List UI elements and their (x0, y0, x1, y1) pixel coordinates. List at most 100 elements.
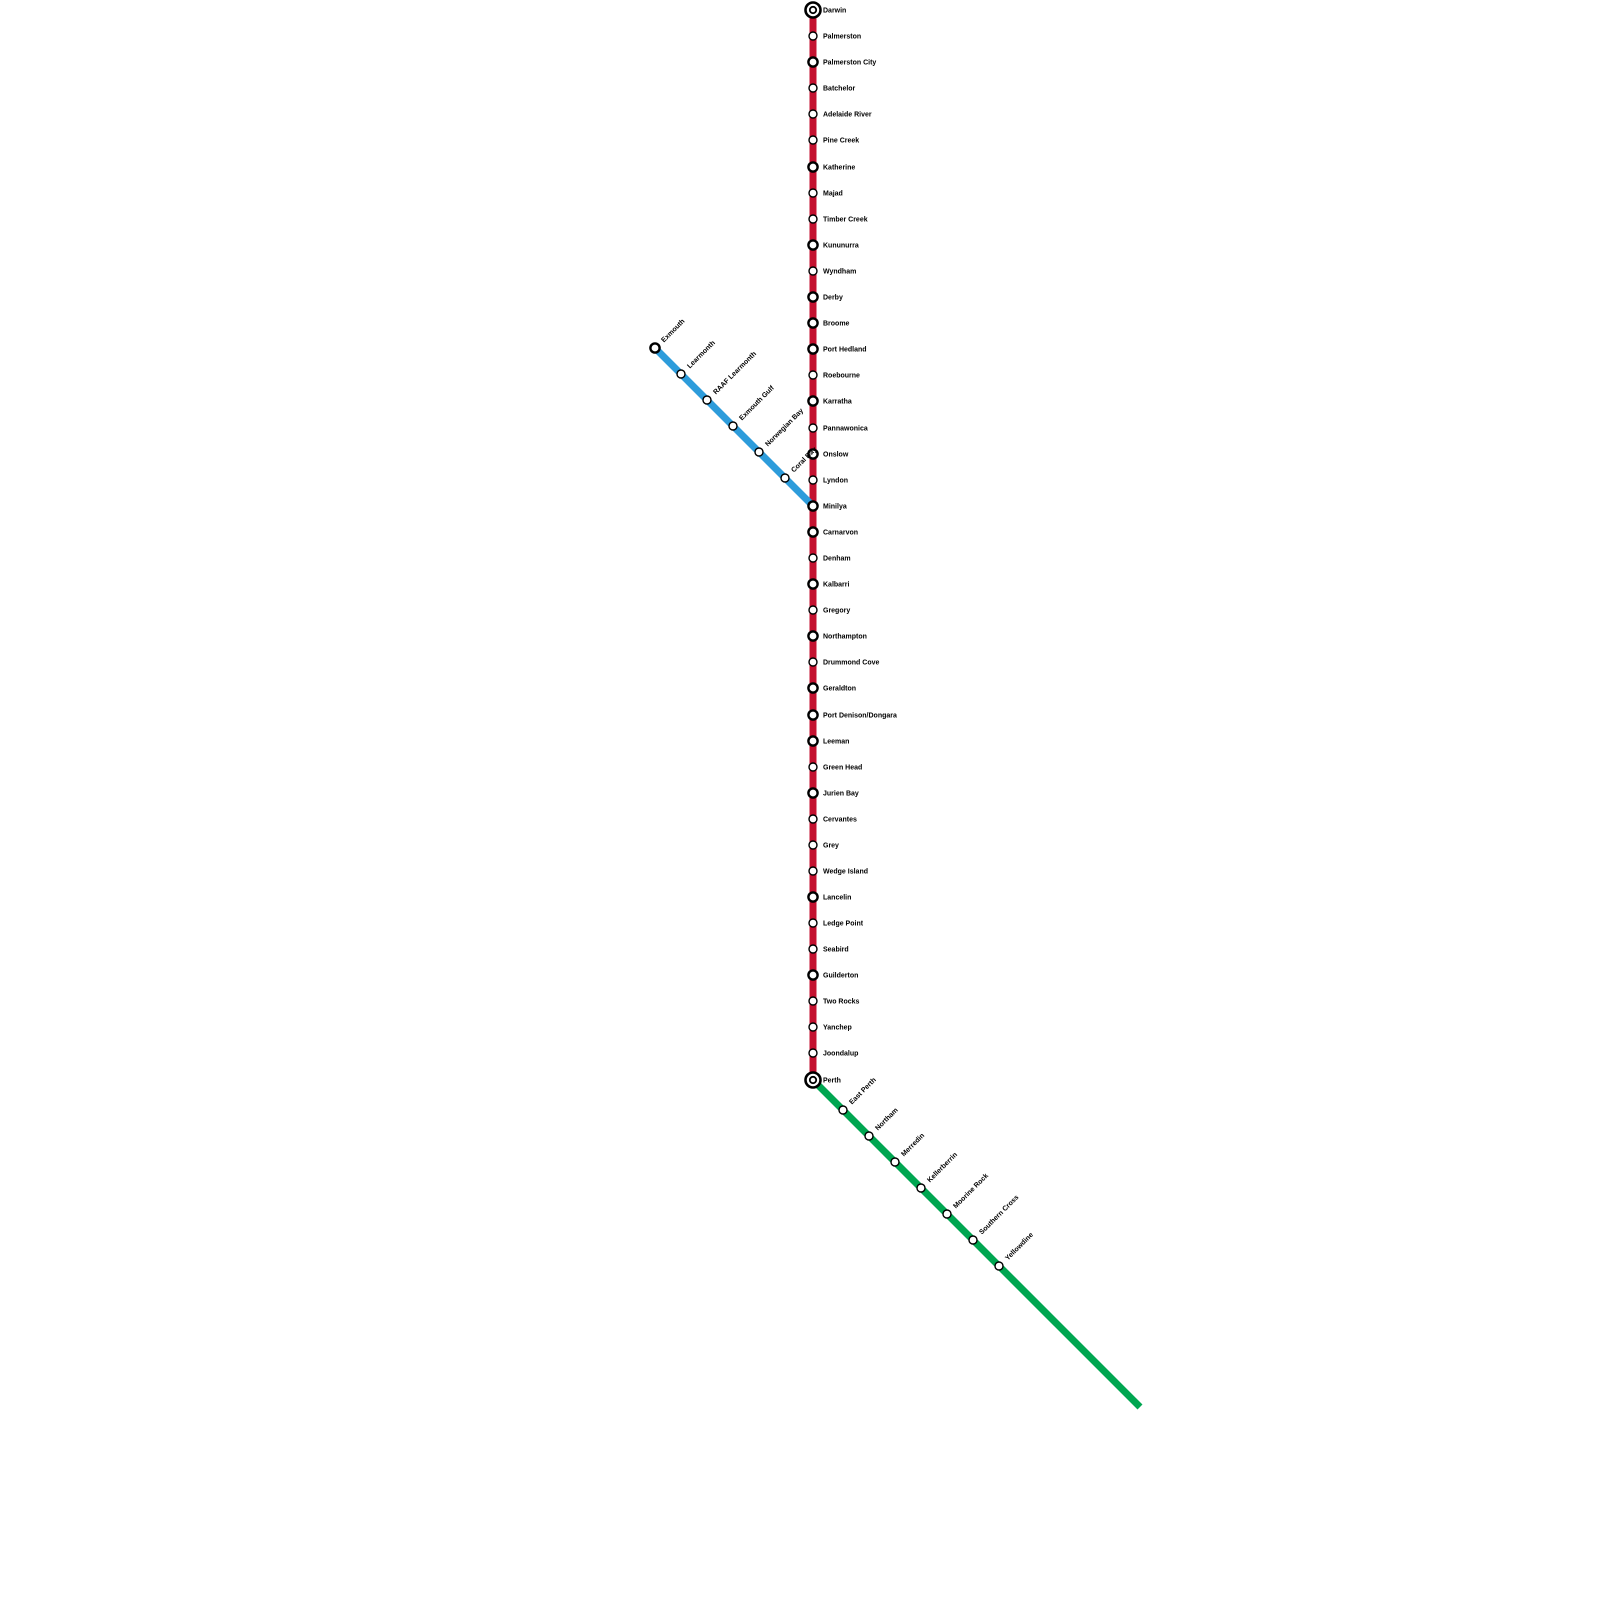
station-minilya[interactable]: Minilya (807, 500, 847, 512)
station-palmerston[interactable]: Palmerston (808, 31, 861, 41)
major-station-icon[interactable] (807, 526, 819, 538)
station-timber-creek[interactable]: Timber Creek (808, 214, 868, 224)
station-batchelor[interactable]: Batchelor (808, 83, 856, 93)
station-drummond-cove[interactable]: Drummond Cove (808, 657, 880, 667)
major-station-icon[interactable] (807, 787, 819, 799)
station-seabird[interactable]: Seabird (808, 944, 849, 954)
station-exmouth-gulf[interactable]: Exmouth Gulf (728, 384, 776, 431)
station-gregory[interactable]: Gregory (808, 605, 850, 615)
station-icon[interactable] (864, 1131, 874, 1141)
station-joondalup[interactable]: Joondalup (808, 1048, 858, 1058)
major-station-icon[interactable] (807, 239, 819, 251)
station-icon[interactable] (916, 1183, 926, 1193)
station-northampton[interactable]: Northampton (807, 630, 867, 642)
station-icon[interactable] (994, 1261, 1004, 1271)
station-moorine-rock[interactable]: Moorine Rock (942, 1172, 990, 1219)
major-station-icon[interactable] (807, 891, 819, 903)
station-icon[interactable] (890, 1157, 900, 1167)
major-station-icon[interactable] (807, 630, 819, 642)
station-grey[interactable]: Grey (808, 840, 839, 850)
station-lancelin[interactable]: Lancelin (807, 891, 851, 903)
station-kalbarri[interactable]: Kalbarri (807, 578, 850, 590)
station-southern-cross[interactable]: Southern Cross (968, 1194, 1021, 1245)
station-icon[interactable] (808, 944, 818, 954)
station-icon[interactable] (808, 996, 818, 1006)
station-port-hedland[interactable]: Port Hedland (807, 343, 867, 355)
station-icon[interactable] (968, 1235, 978, 1245)
station-carnarvon[interactable]: Carnarvon (807, 526, 858, 538)
major-station-icon[interactable] (807, 500, 819, 512)
station-icon[interactable] (808, 475, 818, 485)
station-derby[interactable]: Derby (807, 291, 843, 303)
station-icon[interactable] (808, 840, 818, 850)
station-yanchep[interactable]: Yanchep (808, 1022, 852, 1032)
station-karratha[interactable]: Karratha (807, 395, 852, 407)
major-station-icon[interactable] (807, 291, 819, 303)
major-station-icon[interactable] (807, 56, 819, 68)
station-icon[interactable] (942, 1209, 952, 1219)
station-northam[interactable]: Northam (864, 1107, 900, 1141)
major-station-icon[interactable] (807, 343, 819, 355)
major-station-icon[interactable] (807, 161, 819, 173)
station-majad[interactable]: Majad (808, 188, 843, 198)
station-onslow[interactable]: Onslow (807, 448, 849, 460)
station-ledge-point[interactable]: Ledge Point (808, 918, 864, 928)
station-learmonth[interactable]: Learmonth (676, 340, 717, 379)
station-icon[interactable] (808, 1022, 818, 1032)
station-icon[interactable] (702, 395, 712, 405)
station-lyndon[interactable]: Lyndon (808, 475, 848, 485)
station-icon[interactable] (808, 83, 818, 93)
major-station-icon[interactable] (807, 578, 819, 590)
station-perth[interactable]: Perth (804, 1071, 841, 1089)
station-palmerston-city[interactable]: Palmerston City (807, 56, 876, 68)
station-jurien-bay[interactable]: Jurien Bay (807, 787, 859, 799)
station-icon[interactable] (808, 214, 818, 224)
station-pannawonica[interactable]: Pannawonica (808, 423, 868, 433)
station-icon[interactable] (676, 369, 686, 379)
station-icon[interactable] (808, 423, 818, 433)
station-icon[interactable] (808, 31, 818, 41)
major-station-icon[interactable] (649, 342, 661, 354)
station-exmouth[interactable]: Exmouth (649, 318, 687, 354)
station-katherine[interactable]: Katherine (807, 161, 855, 173)
station-east-perth[interactable]: East Perth (838, 1077, 878, 1115)
major-station-icon[interactable] (807, 448, 819, 460)
station-guilderton[interactable]: Guilderton (807, 969, 858, 981)
station-two-rocks[interactable]: Two Rocks (808, 996, 860, 1006)
station-icon[interactable] (808, 866, 818, 876)
station-icon[interactable] (808, 266, 818, 276)
station-icon[interactable] (838, 1105, 848, 1115)
major-station-icon[interactable] (807, 735, 819, 747)
station-adelaide-river[interactable]: Adelaide River (808, 109, 872, 119)
station-icon[interactable] (728, 421, 738, 431)
station-wedge-island[interactable]: Wedge Island (808, 866, 868, 876)
station-icon[interactable] (808, 918, 818, 928)
station-icon[interactable] (808, 814, 818, 824)
station-kellerberrin[interactable]: Kellerberrin (916, 1151, 959, 1193)
station-raaf-learmonth[interactable]: RAAF Learmonth (702, 351, 758, 405)
major-station-icon[interactable] (807, 395, 819, 407)
station-icon[interactable] (780, 473, 790, 483)
major-station-icon[interactable] (807, 969, 819, 981)
station-pine-creek[interactable]: Pine Creek (808, 135, 859, 145)
station-icon[interactable] (808, 135, 818, 145)
station-icon[interactable] (808, 188, 818, 198)
station-darwin[interactable]: Darwin (804, 1, 847, 19)
station-merredin[interactable]: Merredin (890, 1132, 926, 1167)
station-yellowdine[interactable]: Yellowdine (994, 1232, 1035, 1271)
station-port-denison-dongara[interactable]: Port Denison/Dongara (807, 709, 897, 721)
station-geraldton[interactable]: Geraldton (807, 682, 856, 694)
station-icon[interactable] (808, 370, 818, 380)
station-icon[interactable] (808, 657, 818, 667)
station-denham[interactable]: Denham (808, 553, 851, 563)
station-wyndham[interactable]: Wyndham (808, 266, 856, 276)
station-leeman[interactable]: Leeman (807, 735, 849, 747)
station-norwegian-bay[interactable]: Norwegian Bay (754, 407, 805, 457)
major-station-icon[interactable] (807, 682, 819, 694)
station-icon[interactable] (808, 605, 818, 615)
station-broome[interactable]: Broome (807, 317, 850, 329)
station-cervantes[interactable]: Cervantes (808, 814, 857, 824)
station-icon[interactable] (808, 1048, 818, 1058)
major-station-icon[interactable] (807, 709, 819, 721)
station-icon[interactable] (808, 762, 818, 772)
